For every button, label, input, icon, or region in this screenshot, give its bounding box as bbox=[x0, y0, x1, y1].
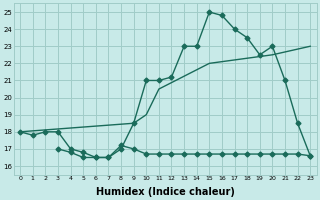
X-axis label: Humidex (Indice chaleur): Humidex (Indice chaleur) bbox=[96, 187, 235, 197]
